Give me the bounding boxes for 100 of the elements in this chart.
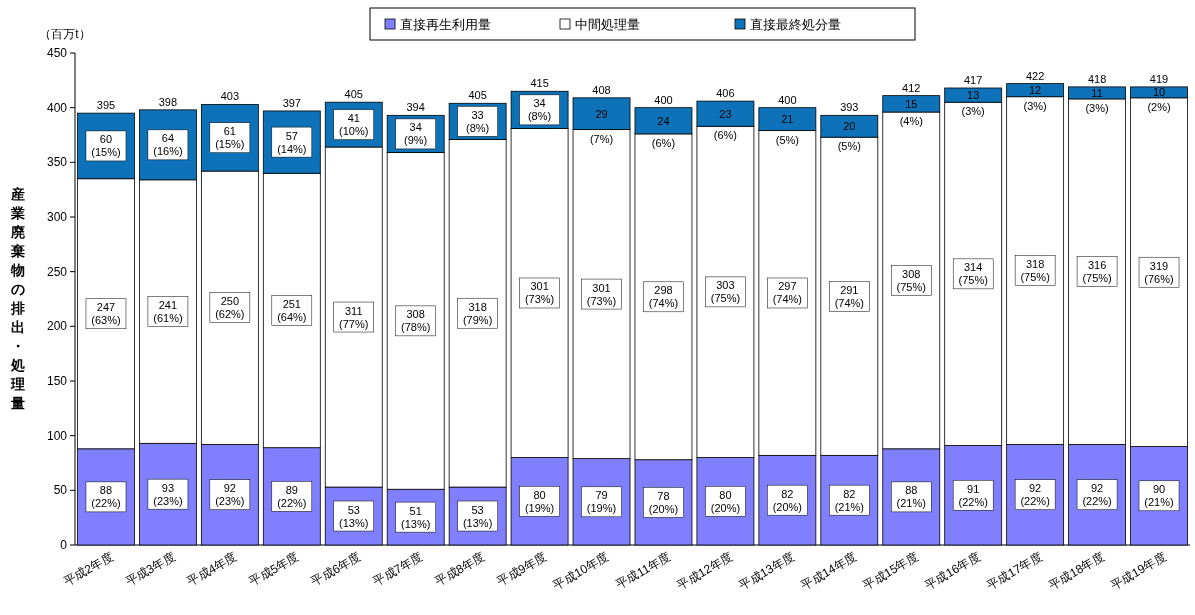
data-label: 29 (7%) [589,107,614,145]
data-label: 11 (3%) [1085,86,1109,114]
data-label: 23 (6%) [713,107,738,142]
data-label: 51 (13%) [401,504,431,530]
x-tick-label: 平成5年度 [246,549,302,589]
data-label: 82 (21%) [834,487,864,513]
data-label: 80 (20%) [710,488,741,514]
total-label: 422 [1025,69,1045,82]
data-label: 92 (22%) [1082,482,1112,508]
x-tick-label: 平成9年度 [494,549,550,589]
x-tick-label: 平成17年度 [984,549,1045,593]
x-tick-label: 平成18年度 [1046,549,1107,593]
data-label: 308 (75%) [896,267,926,293]
total-label: 405 [344,88,363,101]
x-tick-label: 平成16年度 [922,549,983,593]
total-label: 412 [902,81,921,94]
total-label: 395 [96,99,116,112]
data-label: 60 (15%) [91,133,121,159]
total-label: 415 [530,77,549,90]
x-tick-label: 平成10年度 [550,549,612,593]
data-label: 15 (4%) [899,97,923,128]
data-label: 79 (19%) [586,489,617,515]
data-label: 291 (74%) [834,283,864,309]
total-label: 394 [406,101,425,114]
data-label: 247 (63%) [91,301,121,327]
data-label: 10 (2%) [1147,86,1171,113]
data-label: 319 (76%) [1144,259,1174,285]
data-label: 34 (8%) [527,97,552,123]
data-label: 241 (61%) [153,299,183,325]
y-tick-label: 400 [46,100,68,115]
y-tick-label: 300 [46,210,68,224]
data-label: 24 (6%) [651,114,676,149]
total-label: 398 [158,95,178,108]
x-tick-label: 平成14年度 [798,549,859,593]
x-tick-label: 平成11年度 [613,549,673,592]
data-label: 21 (5%) [775,113,799,146]
legend-label: 直接最終処分量 [750,17,841,32]
legend-label: 中間処理量 [575,17,640,32]
legend-label: 直接再生利用量 [400,17,491,32]
total-label: 400 [654,93,673,106]
total-label: 419 [1149,72,1169,85]
y-tick-label: 200 [46,319,68,334]
data-label: 318 (75%) [1020,258,1050,284]
data-label: 34 (9%) [404,121,428,147]
y-tick-label: 250 [46,264,68,279]
x-tick-label: 平成8年度 [432,549,488,589]
total-label: 408 [592,83,611,96]
text: 産業廃棄物の排出・処理量 [11,186,25,411]
total-label: 397 [282,96,301,109]
data-label: 64 (16%) [153,132,183,158]
total-label: 405 [468,89,487,102]
data-label: 88 (22%) [91,484,121,510]
data-label: 92 (23%) [215,482,245,508]
x-tick-label: 平成19年度 [1108,549,1169,593]
data-label: 311 (77%) [339,304,369,330]
x-tick-label: 平成15年度 [860,549,921,593]
x-tick-label: 平成2年度 [61,549,116,589]
y-tick-label: 350 [46,155,68,170]
x-tick-label: 平成13年度 [736,549,797,593]
x-tick-label: 平成4年度 [185,549,240,589]
data-label: 13 (3%) [961,89,985,118]
total-label: 417 [964,73,983,86]
data-label: 90 (21%) [1144,483,1174,509]
data-label: 53 (13%) [339,503,369,529]
data-label: 301 (73%) [524,280,555,306]
data-label: 251 (64%) [277,297,307,323]
total-label: 418 [1087,72,1107,85]
x-tick-label: 平成12年度 [674,549,735,593]
data-label: 92 (22%) [1020,482,1050,508]
data-label: 57 (14%) [277,129,307,155]
y-tick-label: 100 [46,428,68,443]
data-label: 250 (62%) [215,295,245,321]
data-label: 80 (19%) [524,488,555,514]
total-label: 393 [840,101,859,114]
data-label: 308 (78%) [401,308,431,334]
data-label: 33 (8%) [466,108,490,134]
data-label: 88 (21%) [896,484,926,510]
data-label: 61 (15%) [215,125,245,151]
data-label: 301 (73%) [586,281,617,307]
total-label: 400 [778,93,797,106]
data-label: 297 (74%) [772,280,803,306]
x-tick-label: 平成6年度 [308,549,364,589]
y-tick-label: 0 [60,538,68,552]
data-label: 89 (22%) [277,483,307,509]
data-label: 93 (23%) [153,481,183,507]
y-tick-label: 50 [53,483,68,498]
data-label: 82 (20%) [772,487,803,513]
data-label: 316 (75%) [1082,259,1112,285]
text: （百万t） [39,27,91,41]
y-tick-label: 150 [46,374,68,388]
data-label: 20 (5%) [837,120,861,153]
data-label: 91 (22%) [958,482,988,508]
data-label: 41 (10%) [339,112,369,138]
total-label: 403 [220,90,240,103]
x-tick-label: 平成7年度 [370,549,426,589]
data-label: 53 (13%) [462,503,493,529]
data-label: 78 (20%) [648,489,679,515]
data-label: 314 (75%) [958,261,988,287]
total-label: 406 [716,87,735,100]
y-tick-label: 450 [46,46,68,60]
